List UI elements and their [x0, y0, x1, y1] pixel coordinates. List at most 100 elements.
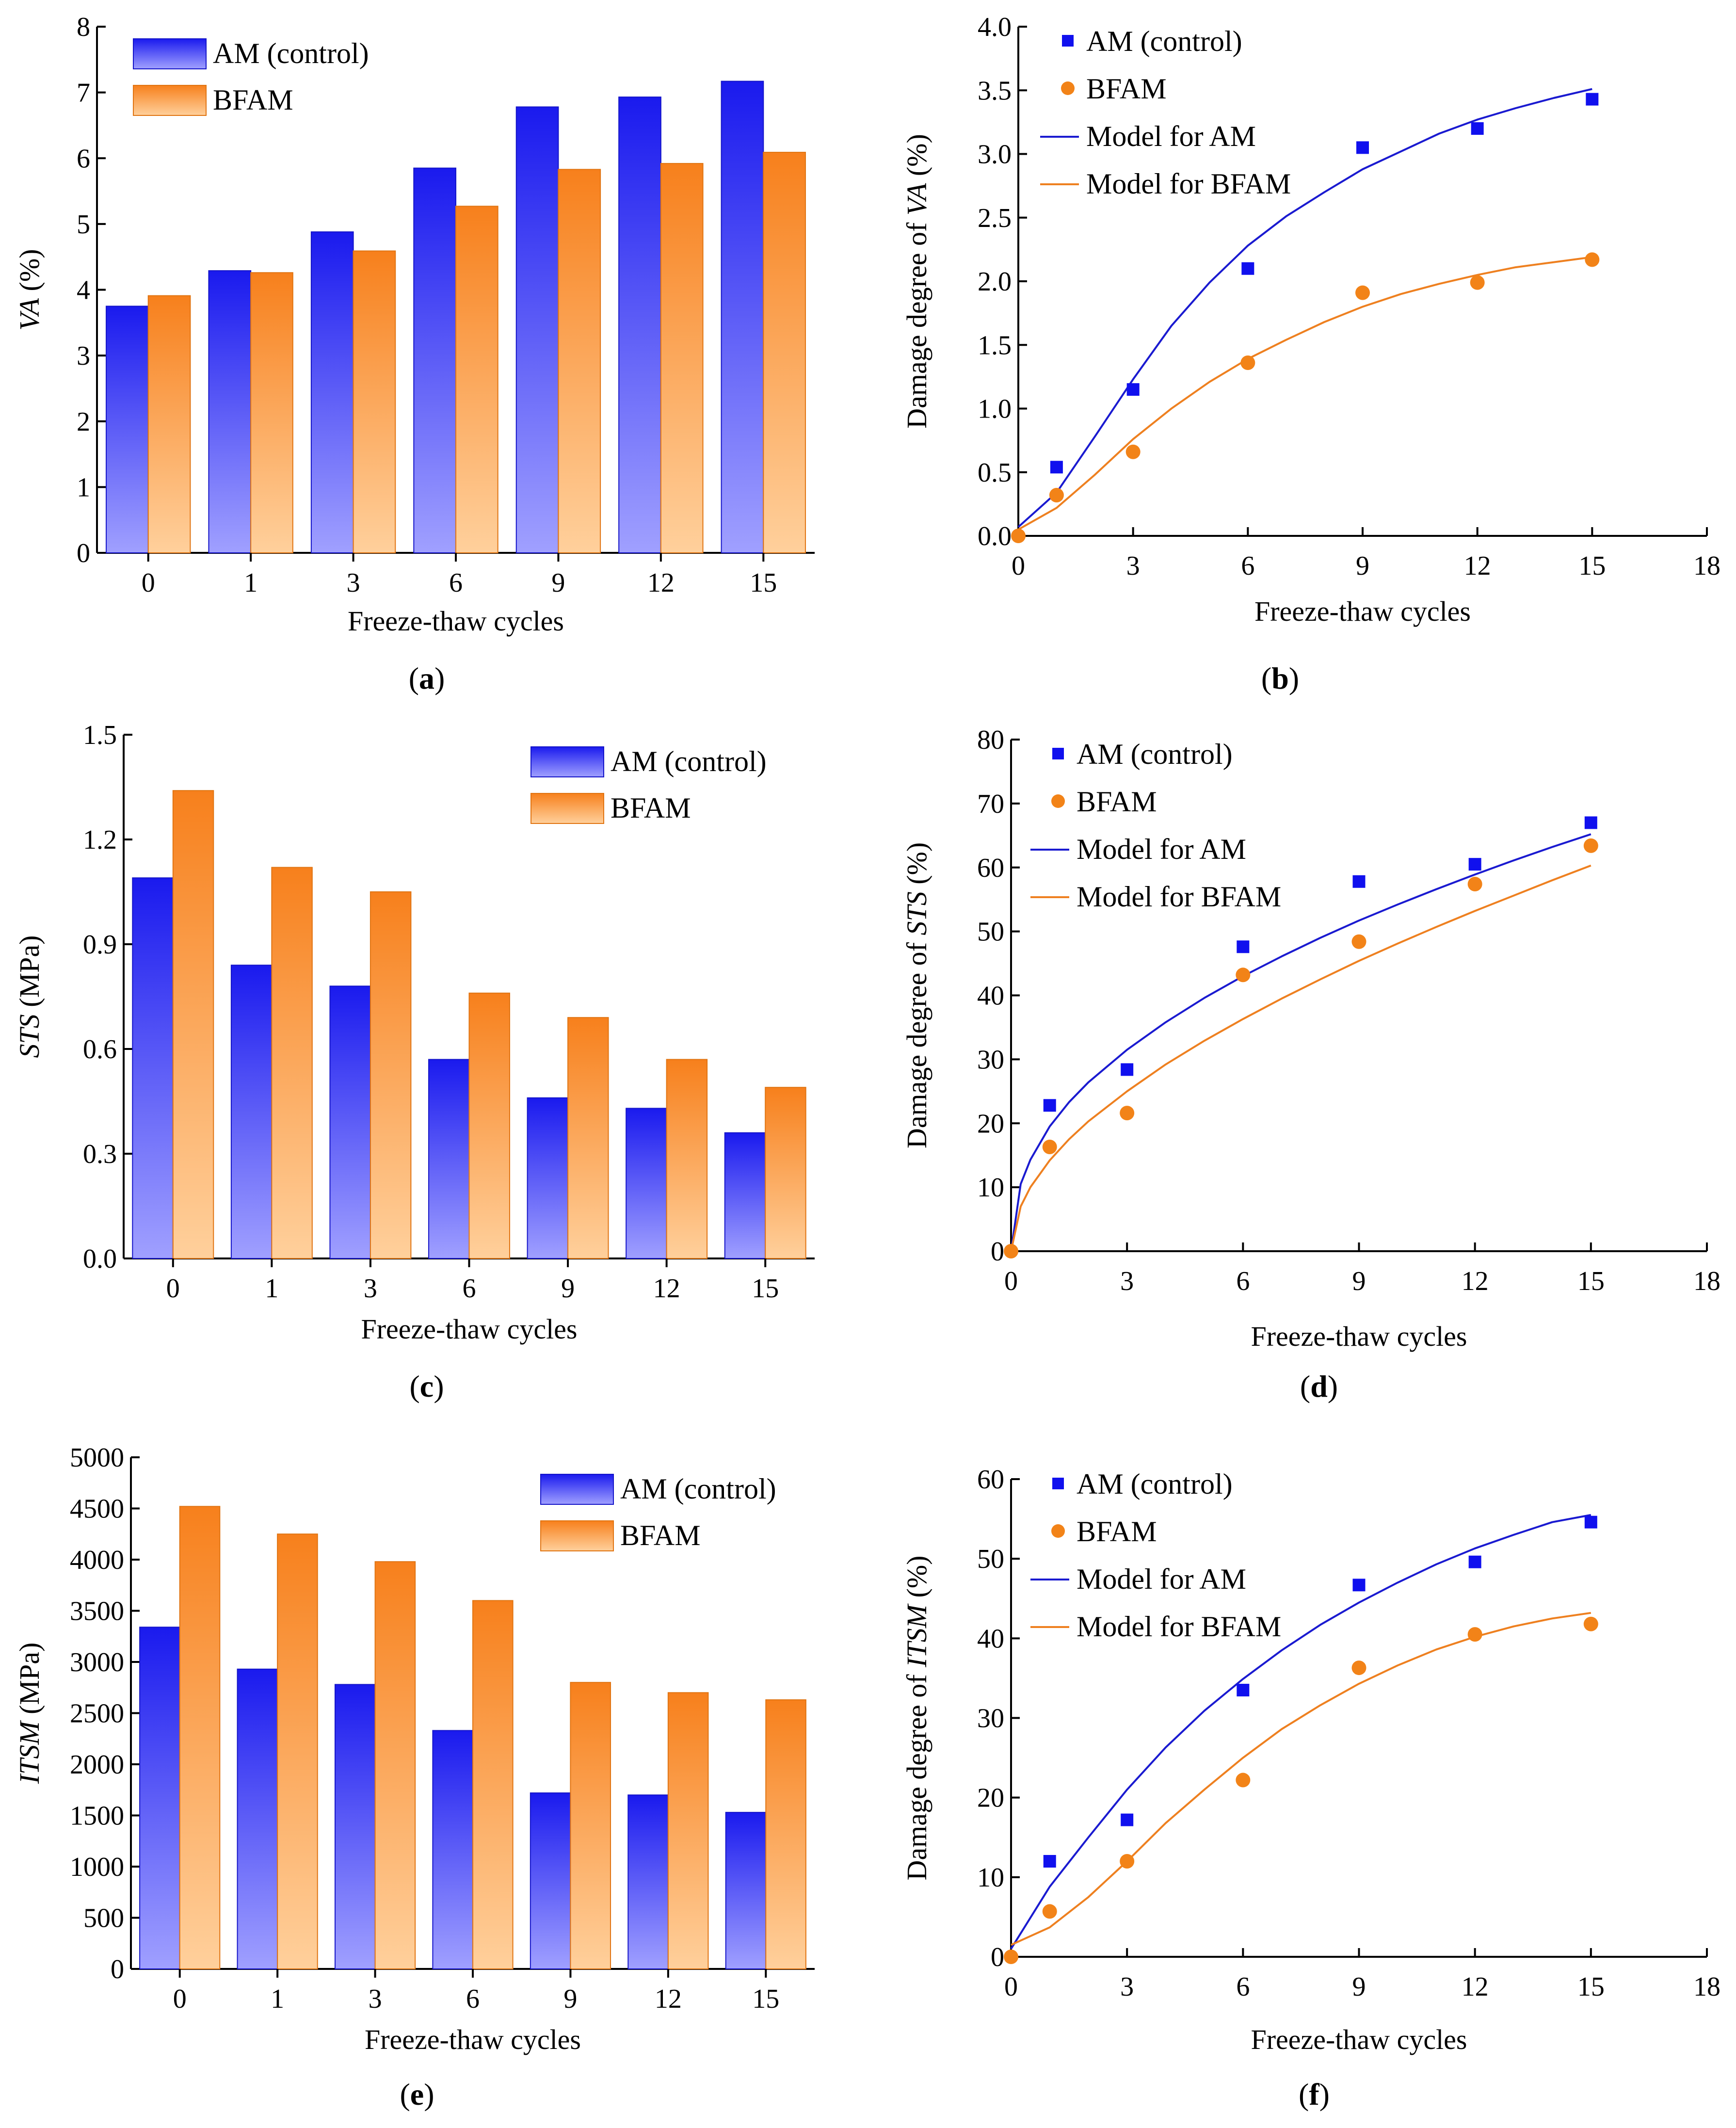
- y-tick-label: 50: [977, 917, 1004, 947]
- y-tick-label: 60: [977, 853, 1004, 883]
- point-am: [1237, 1684, 1250, 1697]
- point-am: [1352, 1579, 1366, 1592]
- x-tick-label: 6: [463, 1274, 476, 1304]
- bar-bfam: [472, 1600, 514, 1969]
- point-bfam: [1236, 967, 1251, 983]
- y-tick-label: 3000: [70, 1647, 124, 1677]
- legend-swatch-bfam: [540, 1520, 614, 1551]
- label-span: (MPa): [14, 1643, 45, 1722]
- bar-bfam: [570, 1682, 611, 1969]
- x-axis-label: Freeze-thaw cycles: [1251, 1321, 1467, 1352]
- bar-bfam: [558, 169, 601, 553]
- y-tick-label: 3500: [70, 1596, 124, 1627]
- y-axis-label: VA (%): [14, 249, 45, 330]
- y-tick-label: 0.9: [83, 930, 117, 960]
- model-line-bfam: [1018, 256, 1592, 531]
- legend-label-bfam: BFAM: [1077, 786, 1157, 818]
- point-bfam: [1351, 1660, 1366, 1676]
- caption-letter: b: [1271, 661, 1289, 695]
- bar-bfam: [179, 1506, 221, 1969]
- bar-bfam: [660, 163, 704, 554]
- point-bfam: [1470, 275, 1485, 290]
- bar-bfam: [353, 250, 396, 553]
- x-tick-label: 9: [1352, 1972, 1366, 2002]
- panel-d: 0 10 20 30 40 50 60 70 80 0 3 6 9 12 15 18 AM (control) B…: [901, 725, 1720, 1403]
- x-tick-label: 12: [1462, 1266, 1489, 1296]
- x-tick-label: 6: [1241, 551, 1254, 581]
- y-axis-label: STS (MPa): [14, 935, 45, 1058]
- y-tick-label: 0: [111, 1954, 124, 1984]
- y-tick-label: 0: [77, 538, 90, 568]
- legend-label-am: AM (control): [1086, 25, 1242, 57]
- label-span: (%): [901, 1556, 932, 1605]
- caption-paren: ): [434, 661, 445, 695]
- caption-letter: e: [410, 2077, 424, 2112]
- bar-am: [230, 965, 273, 1259]
- legend-swatch-am: [530, 746, 604, 777]
- legend-label-bfam: BFAM: [213, 84, 293, 116]
- x-tick-label: 12: [1462, 1972, 1489, 2002]
- bar-am: [515, 106, 559, 553]
- label-span: VA: [901, 183, 932, 215]
- label-span: ITSM: [901, 1603, 932, 1668]
- x-tick-label: 0: [166, 1274, 180, 1304]
- bar-am: [329, 985, 371, 1259]
- caption-paren: (: [400, 2077, 410, 2112]
- bar-bfam: [147, 295, 191, 553]
- y-tick-label: 2: [77, 407, 90, 437]
- y-tick-label: 1.5: [83, 720, 117, 750]
- legend-marker-bfam: [1051, 794, 1065, 808]
- label-span: VA: [14, 298, 45, 330]
- x-tick-label: 18: [1693, 551, 1720, 581]
- caption-paren: (: [1299, 2077, 1309, 2112]
- y-tick-label: 0: [991, 1237, 1004, 1267]
- x-tick-label: 18: [1693, 1266, 1720, 1296]
- point-am: [1241, 262, 1254, 275]
- x-tick-label: 6: [449, 568, 463, 598]
- bar-am: [413, 167, 456, 553]
- point-bfam: [1355, 285, 1370, 300]
- bar-bfam: [250, 272, 293, 553]
- bar-bfam: [370, 891, 412, 1259]
- legend-label-bfam: BFAM: [611, 792, 691, 824]
- y-tick-label: 4000: [70, 1545, 124, 1575]
- panel-caption: (d): [1300, 1369, 1338, 1403]
- label-span: STS: [901, 891, 932, 935]
- point-am: [1043, 1099, 1056, 1112]
- point-am: [1468, 1555, 1481, 1568]
- caption-paren: ): [434, 1369, 444, 1403]
- x-tick-label: 0: [142, 568, 155, 598]
- point-am: [1043, 1855, 1056, 1868]
- y-tick-label: 0.0: [83, 1244, 117, 1274]
- panel-caption: (b): [1261, 661, 1299, 695]
- legend-marker-am: [1062, 35, 1074, 47]
- point-bfam: [1125, 444, 1141, 459]
- bar-bfam: [567, 1017, 609, 1259]
- bar-am: [725, 1812, 767, 1969]
- bar-bfam: [172, 790, 214, 1259]
- point-bfam: [1240, 355, 1255, 370]
- label-span: (%): [901, 134, 932, 183]
- caption-letter: f: [1309, 2077, 1319, 2112]
- point-am: [1121, 1063, 1134, 1076]
- y-tick-label: 4: [77, 275, 90, 306]
- y-axis-label: Damage degree of STS (%): [901, 842, 932, 1148]
- bar-am: [106, 306, 149, 553]
- point-bfam: [1583, 838, 1598, 853]
- y-tick-label: 500: [83, 1903, 124, 1934]
- bar-am: [618, 97, 661, 553]
- point-am: [1237, 940, 1250, 953]
- y-tick-label: 1000: [70, 1852, 124, 1882]
- y-tick-label: 4.0: [978, 12, 1012, 42]
- bar-am: [627, 1794, 669, 1970]
- legend-label-bfam: BFAM: [620, 1519, 701, 1551]
- caption-letter: c: [420, 1369, 434, 1403]
- bar-bfam: [667, 1692, 709, 1970]
- point-am: [1050, 461, 1063, 474]
- legend-label-am: AM (control): [620, 1473, 776, 1505]
- point-bfam: [1585, 252, 1600, 267]
- y-tick-label: 1: [77, 472, 90, 502]
- x-axis-label: Freeze-thaw cycles: [1251, 2024, 1467, 2055]
- bar-am: [626, 1108, 667, 1259]
